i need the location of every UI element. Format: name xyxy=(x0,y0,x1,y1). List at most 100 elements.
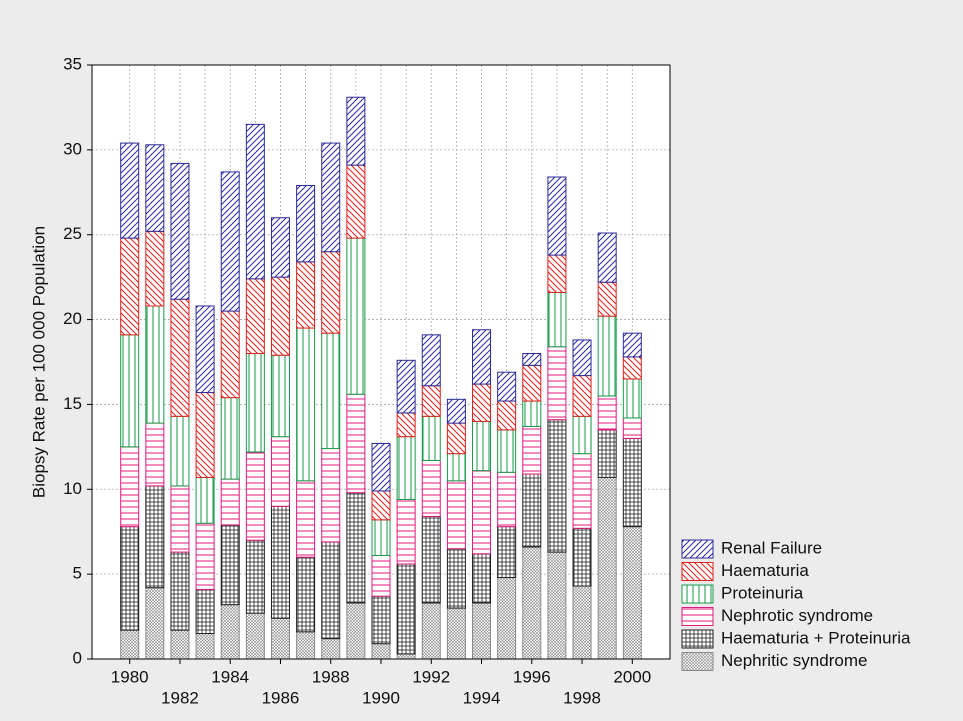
bar-segment xyxy=(472,470,492,555)
bar-segment xyxy=(346,164,366,239)
bar-segment xyxy=(421,415,441,461)
bar-segment xyxy=(572,339,592,377)
bar-segment xyxy=(170,162,190,300)
bar-segment xyxy=(446,422,466,455)
bar-segment xyxy=(396,563,416,655)
bar-segment xyxy=(245,123,265,280)
bar-segment xyxy=(572,585,592,660)
bar-segment xyxy=(472,553,492,604)
bar-segment xyxy=(170,629,190,660)
legend-swatch xyxy=(681,629,714,649)
bar-segment xyxy=(572,415,592,455)
bar-segment xyxy=(522,546,542,660)
bar-segment xyxy=(220,604,240,660)
x-tick-label: 1980 xyxy=(111,667,149,686)
y-tick-label: 10 xyxy=(63,479,82,498)
bar-segment xyxy=(346,492,366,604)
bar-segment xyxy=(195,476,215,524)
bar-segment xyxy=(321,142,341,253)
x-tick-label: 1992 xyxy=(412,667,450,686)
bar-segment xyxy=(547,419,567,553)
x-tick-label: 2000 xyxy=(613,667,651,686)
bar-segment xyxy=(220,524,240,606)
bar-segment xyxy=(346,237,366,395)
bar-segment xyxy=(120,526,140,631)
bar-segment xyxy=(446,480,466,550)
bar-segment xyxy=(120,629,140,660)
bar-segment xyxy=(296,556,316,633)
bar-segment xyxy=(522,473,542,548)
bar-segment xyxy=(597,315,617,397)
bar-segment xyxy=(245,278,265,355)
bar-segment xyxy=(270,617,290,660)
bar-segment xyxy=(195,392,215,478)
bar-segment xyxy=(245,451,265,541)
bar-segment xyxy=(321,251,341,334)
bar-segment xyxy=(296,261,316,329)
bar-segment xyxy=(145,230,165,307)
bar-segment xyxy=(245,353,265,453)
bar-segment xyxy=(446,453,466,482)
bar-segment xyxy=(522,400,542,427)
legend-swatch xyxy=(681,652,714,671)
bar-segment xyxy=(421,385,441,417)
bar-segment xyxy=(145,305,165,424)
legend-label: Renal Failure xyxy=(721,538,822,557)
x-tick-label: 1986 xyxy=(262,688,300,707)
bar-segment xyxy=(371,595,391,645)
bar-segment xyxy=(195,305,215,394)
bar-segment xyxy=(472,383,492,422)
bar-segment xyxy=(396,412,416,438)
bar-segment xyxy=(296,631,316,660)
bar-segment xyxy=(522,364,542,402)
bar-segment xyxy=(497,429,517,473)
x-tick-label: 1994 xyxy=(463,688,501,707)
bar-segment xyxy=(522,425,542,475)
bar-segment xyxy=(195,633,215,660)
y-tick-label: 20 xyxy=(63,309,82,328)
bar-segment xyxy=(472,329,492,385)
legend-label: Nephritic syndrome xyxy=(721,651,867,670)
bar-segment xyxy=(170,485,190,553)
legend-label: Haematuria xyxy=(721,561,809,580)
bar-segment xyxy=(497,471,517,528)
bar-segment xyxy=(396,359,416,414)
bar-segment xyxy=(421,515,441,604)
bar-segment xyxy=(270,436,290,507)
bar-segment xyxy=(497,371,517,402)
bar-segment xyxy=(396,498,416,565)
bar-segment xyxy=(572,527,592,587)
bar-segment xyxy=(421,459,441,517)
legend-label: Haematuria + Proteinuria xyxy=(721,628,911,647)
bar-segment xyxy=(270,217,290,278)
bar-segment xyxy=(120,334,140,448)
bar-segment xyxy=(145,422,165,487)
y-tick-label: 30 xyxy=(63,139,82,158)
bar-segment xyxy=(472,602,492,660)
bar-segment xyxy=(597,232,617,283)
bar-segment xyxy=(145,485,165,589)
bar-segment xyxy=(245,539,265,614)
bar-segment xyxy=(120,446,140,528)
bar-segment xyxy=(270,354,290,438)
bar-segment xyxy=(622,417,642,439)
bar-segment xyxy=(270,276,290,356)
bar-segment xyxy=(220,310,240,399)
bar-segment xyxy=(597,395,617,431)
bar-segment xyxy=(321,448,341,543)
x-tick-label: 1998 xyxy=(563,688,601,707)
bar-segment xyxy=(321,332,341,450)
bar-segment xyxy=(446,398,466,424)
bar-segment xyxy=(421,334,441,387)
y-tick-label: 25 xyxy=(63,224,82,243)
bar-segment xyxy=(497,526,517,579)
bar-segment xyxy=(622,378,642,419)
legend-swatch xyxy=(681,562,714,581)
x-tick-label: 1996 xyxy=(513,667,551,686)
bar-segment xyxy=(270,505,290,619)
bar-segment xyxy=(145,587,165,660)
bar-segment xyxy=(346,96,366,166)
bar-segment xyxy=(597,281,617,317)
bar-segment xyxy=(195,588,215,635)
